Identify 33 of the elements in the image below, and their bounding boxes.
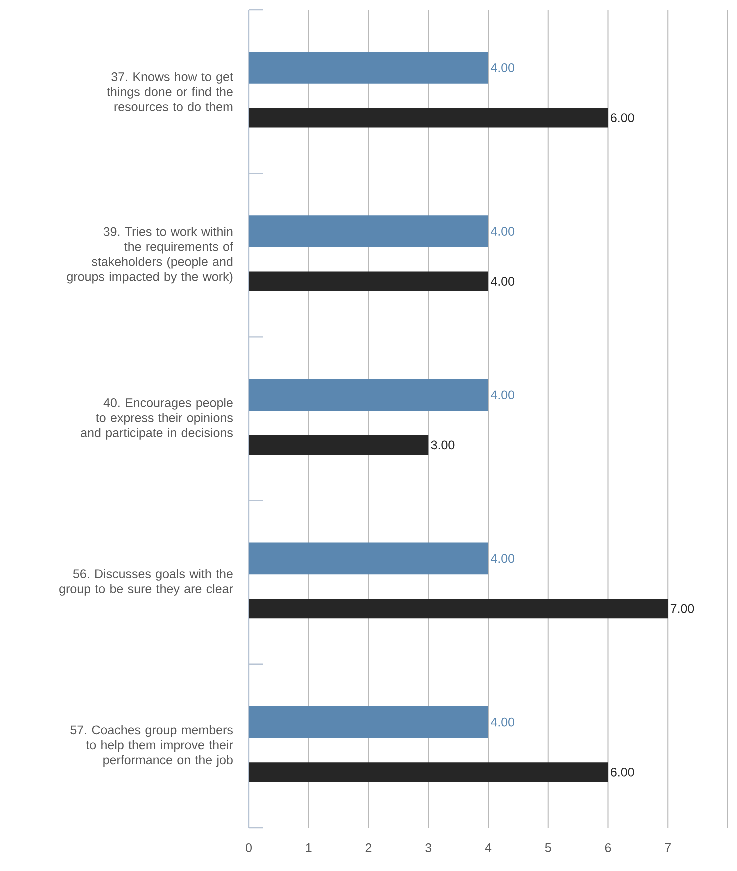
bar: [249, 272, 488, 292]
bar: [249, 542, 488, 575]
data-label: 6.00: [611, 114, 634, 122]
x-tick-label: 5: [545, 844, 552, 852]
data-label: 3.00: [431, 440, 455, 450]
x-tick-label: 4: [485, 844, 492, 852]
bar: [249, 598, 668, 619]
data-label: 7.00: [670, 604, 694, 614]
bar: [249, 706, 488, 738]
data-label: 6.00: [611, 768, 634, 777]
bar: [249, 435, 429, 455]
bar: [249, 108, 608, 128]
data-label: 4.00: [490, 390, 515, 400]
x-tick-label: 6: [605, 844, 612, 852]
bar: [249, 52, 488, 84]
y-tick-label: 39. Tries to work within the requirements of stakeholders (people and groups impacted by the work): [67, 227, 234, 284]
data-label: 4.00: [490, 277, 515, 286]
y-tick-label: 40. Encourages people to express their opinions and participate in decisions: [81, 398, 233, 440]
bar: [249, 379, 488, 412]
x-tick-label: 1: [306, 844, 312, 852]
y-tick-label: 56. Discusses goals with the group to be sure they are clear: [60, 569, 234, 596]
bar: [249, 762, 608, 782]
x-tick-label: 0: [246, 844, 252, 852]
data-label: 4.00: [490, 227, 515, 236]
y-tick-label: 57. Coaches group members to help them improve their performance on the job: [70, 725, 234, 768]
x-tick-label: 2: [366, 844, 372, 852]
bar: [249, 216, 488, 248]
data-label: 4.00: [490, 554, 515, 564]
y-tick-label: 37. Knows how to get things done or find the resources to do them: [107, 72, 234, 112]
data-label: 4.00: [490, 64, 515, 72]
data-label: 4.00: [490, 718, 515, 727]
x-tick-label: 3: [426, 844, 432, 852]
x-tick-label: 7: [665, 844, 671, 852]
